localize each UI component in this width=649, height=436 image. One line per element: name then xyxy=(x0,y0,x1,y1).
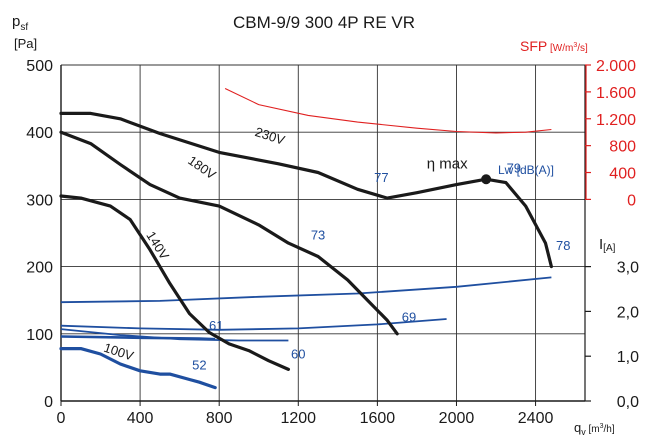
current-curve-100v xyxy=(60,335,216,341)
y-axis-unit: [Pa] xyxy=(14,36,37,51)
efficiency-label: 61 xyxy=(209,318,223,333)
sfp-line xyxy=(224,88,552,134)
y-tick-label: 0 xyxy=(44,394,53,411)
pressure-curve-100v xyxy=(59,347,217,390)
current-curve-230v xyxy=(60,276,552,304)
x-tick-label: 400 xyxy=(127,410,154,427)
current-tick-label: 3,0 xyxy=(617,260,639,277)
sfp-tick-label: 2.000 xyxy=(596,58,636,75)
chart-title: CBM-9/9 300 4P RE VR xyxy=(233,13,415,32)
eta-max-point xyxy=(481,174,492,185)
y-tick-label: 400 xyxy=(26,125,53,142)
curve-label: 180V xyxy=(185,153,219,183)
sfp-curve xyxy=(224,88,552,134)
y-tick-label: 300 xyxy=(26,192,53,209)
efficiency-label: 77 xyxy=(374,170,388,185)
curve-label: 100V xyxy=(102,340,136,364)
pressure-curves xyxy=(59,111,553,390)
x-tick-label: 1600 xyxy=(360,410,396,427)
current-axis-label: I[A] xyxy=(599,236,616,254)
efficiency-label: 60 xyxy=(291,347,305,362)
current-tick-label: 0,0 xyxy=(617,394,639,411)
sfp-tick-label: 1.600 xyxy=(596,85,636,102)
lw-label: Lw [dB(A)] xyxy=(498,163,554,177)
y-axis-label: psf xyxy=(12,13,28,33)
sfp-axis-label: SFP [W/m3/s] xyxy=(520,38,588,54)
y-tick-label: 500 xyxy=(26,58,53,75)
sfp-tick-label: 0 xyxy=(627,192,636,209)
x-axis-label: qv [m3/h] xyxy=(574,420,615,436)
x-tick-label: 800 xyxy=(206,410,233,427)
x-tick-label: 2400 xyxy=(518,410,554,427)
efficiency-label: 78 xyxy=(556,238,570,253)
axes: 0 100 200 300 400 500 0 400 800 1200 1600 2000 2400 0… xyxy=(26,58,639,427)
current-curves xyxy=(60,276,552,342)
efficiency-label: 79 xyxy=(507,161,521,176)
current-tick-label: 2,0 xyxy=(617,304,639,321)
y-tick-label: 100 xyxy=(26,327,53,344)
grid xyxy=(60,64,585,402)
efficiency-label: 73 xyxy=(311,228,325,243)
pressure-curve-230v xyxy=(59,111,553,269)
curve-label: 230V xyxy=(253,124,287,148)
pressure-curve-180v xyxy=(59,130,399,336)
efficiency-label: 69 xyxy=(402,310,416,325)
x-tick-label: 1200 xyxy=(280,410,316,427)
y-tick-label: 200 xyxy=(26,260,53,277)
sfp-tick-label: 400 xyxy=(609,166,636,183)
pressure-curve-140v xyxy=(59,194,290,371)
eta-max-label: η max xyxy=(427,155,468,172)
efficiency-label: 52 xyxy=(192,357,206,372)
sfp-tick-label: 800 xyxy=(609,139,636,156)
current-tick-label: 1,0 xyxy=(617,349,639,366)
x-tick-label: 2000 xyxy=(439,410,475,427)
sfp-tick-label: 1.200 xyxy=(596,112,636,129)
x-tick-label: 0 xyxy=(57,410,66,427)
